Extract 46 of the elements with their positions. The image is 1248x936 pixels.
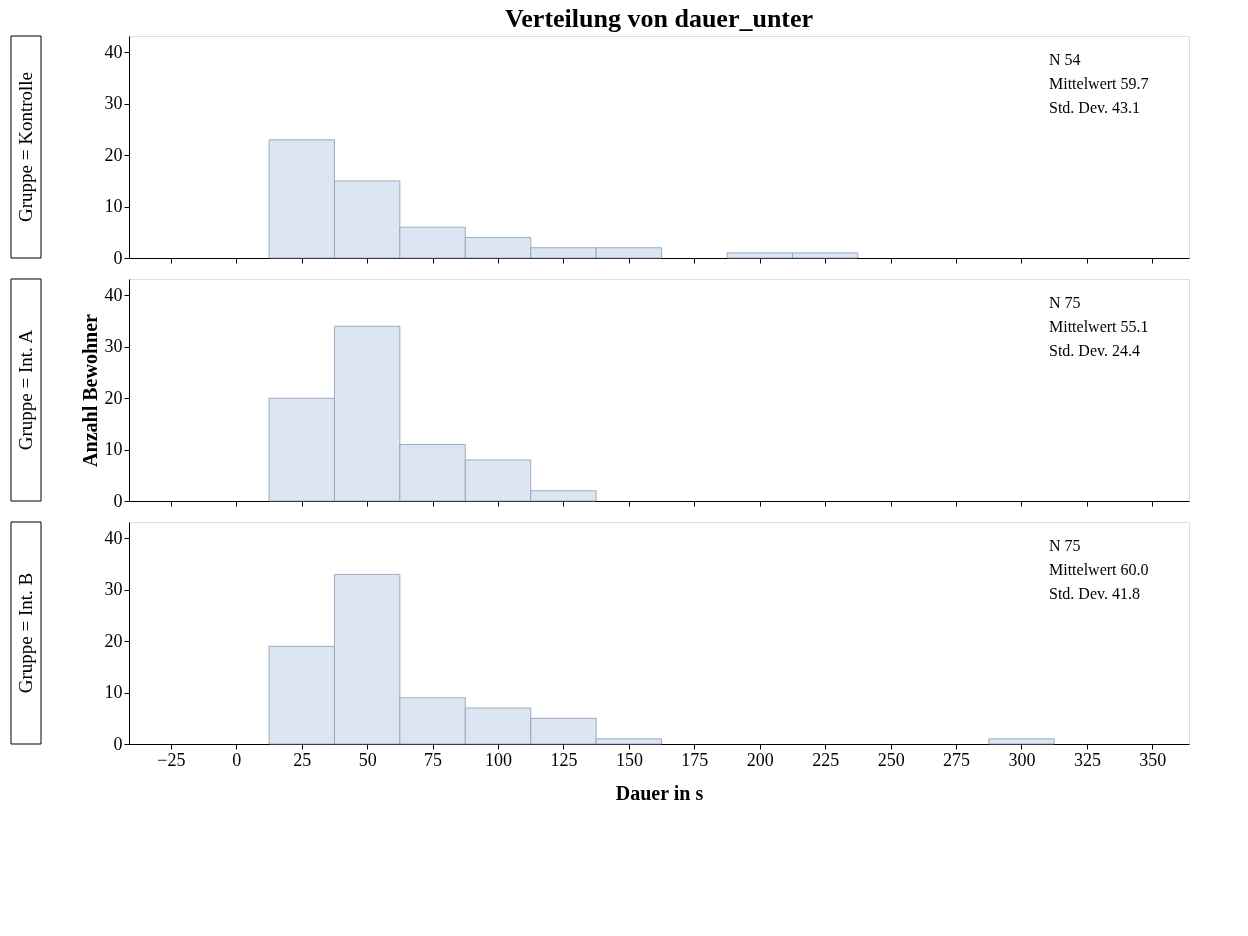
y-tick-label: 10 [104, 196, 123, 217]
y-tick-label: 40 [104, 284, 123, 305]
annotation: N 54 [1049, 51, 1081, 68]
annotation: Mittelwert 59.7 [1049, 75, 1149, 92]
x-tick-label: 250 [877, 749, 905, 770]
y-tick-label: 30 [104, 93, 123, 114]
chart-title: Verteilung von dauer_unter [504, 3, 814, 33]
x-tick-label: 300 [1008, 749, 1036, 770]
y-tick-label: 30 [104, 579, 123, 600]
y-tick-label: 0 [113, 247, 123, 268]
x-tick-label: 50 [358, 749, 377, 770]
y-tick-label: 20 [104, 387, 123, 408]
annotation: Std. Dev. 24.4 [1049, 342, 1140, 359]
x-tick-label: 225 [812, 749, 840, 770]
x-tick-label: 200 [746, 749, 774, 770]
annotation: Mittelwert 55.1 [1049, 318, 1149, 335]
y-tick-label: 30 [104, 336, 123, 357]
y-tick-label: 20 [104, 144, 123, 165]
x-tick-label: 350 [1139, 749, 1167, 770]
text: Gruppe = Int. B [15, 572, 36, 694]
annotation: Std. Dev. 43.1 [1049, 99, 1140, 116]
x-tick-label: 0 [232, 749, 242, 770]
text: Gruppe = Kontrolle [15, 71, 36, 223]
y-axis-title: Anzahl Bewohner [78, 313, 101, 467]
x-tick-label: 150 [615, 749, 643, 770]
y-tick-label: 40 [104, 527, 123, 548]
y-tick-label: 40 [104, 41, 123, 62]
y-tick-label: 10 [104, 682, 123, 703]
x-tick-label: 175 [681, 749, 709, 770]
annotation: Std. Dev. 41.8 [1049, 585, 1140, 602]
text: Gruppe = Int. A [15, 329, 36, 451]
y-tick-label: 0 [113, 733, 123, 754]
y-tick-label: 10 [104, 439, 123, 460]
x-tick-label: 100 [485, 749, 513, 770]
x-tick-label: 275 [943, 749, 971, 770]
annotation: Mittelwert 60.0 [1049, 561, 1149, 578]
y-tick-label: 20 [104, 630, 123, 651]
x-tick-label: 75 [424, 749, 443, 770]
annotation: N 75 [1049, 537, 1081, 554]
y-tick-label: 0 [113, 490, 123, 511]
x-axis-title: Dauer in s [615, 781, 704, 804]
x-tick-label: −25 [157, 749, 186, 770]
x-tick-label: 25 [293, 749, 312, 770]
x-tick-label: 125 [550, 749, 578, 770]
annotation: N 75 [1049, 294, 1081, 311]
x-tick-label: 325 [1073, 749, 1101, 770]
